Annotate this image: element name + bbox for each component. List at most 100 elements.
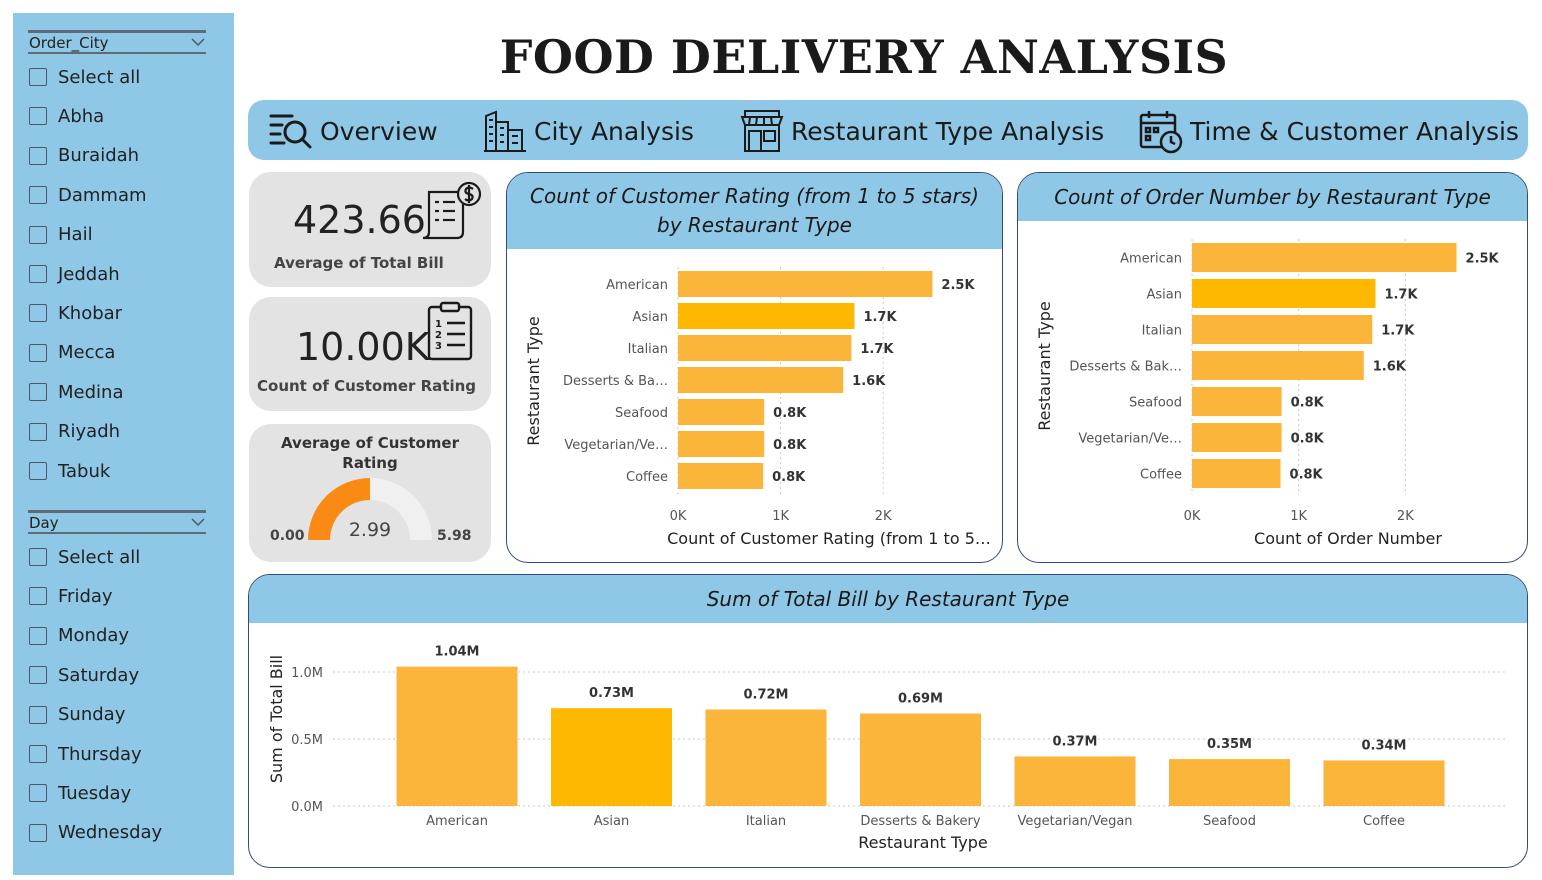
category-label: American <box>606 278 668 293</box>
checkbox[interactable] <box>29 422 47 441</box>
checkbox[interactable] <box>29 587 47 606</box>
nav-restaurant-type-analysis[interactable]: Restaurant Type Analysis <box>739 108 1104 154</box>
day-slicer-item-monday[interactable]: Monday <box>29 624 129 648</box>
bar-desserts-bak[interactable] <box>1192 351 1364 380</box>
checkbox[interactable] <box>29 383 47 402</box>
bar-vegetarian-vegan[interactable] <box>1014 756 1136 806</box>
bar-asian[interactable] <box>551 708 672 806</box>
bar-italian[interactable] <box>1192 315 1373 344</box>
data-label: 0.35M <box>1207 737 1252 752</box>
y-tick-label: 0.0M <box>291 800 323 815</box>
search-list-icon <box>269 114 312 149</box>
day-slicer-item-saturday[interactable]: Saturday <box>29 663 139 687</box>
bar-desserts-bakery[interactable] <box>860 713 981 806</box>
city-buildings-icon <box>484 110 526 152</box>
city-slicer-item-dammam[interactable]: Dammam <box>29 183 147 207</box>
data-label: 0.8K <box>1291 432 1325 447</box>
chart-order-number-title: Count of Order Number by Restaurant Type <box>1018 173 1527 221</box>
city-slicer-item-khobar[interactable]: Khobar <box>29 301 122 325</box>
bar-coffee[interactable] <box>1323 760 1445 806</box>
dashboard-title: FOOD DELIVERY ANALYSIS <box>499 30 1229 84</box>
city-slicer-item-tabuk[interactable]: Tabuk <box>29 459 110 483</box>
bar-italian[interactable] <box>705 709 827 806</box>
city-slicer-header[interactable]: Order_City <box>28 30 206 54</box>
checkbox[interactable] <box>29 823 47 842</box>
bar-vegetarian-ve[interactable] <box>678 431 765 457</box>
kpi-average-total-bill-value: 423.66 <box>293 198 426 242</box>
checkbox[interactable] <box>29 265 47 283</box>
checkbox[interactable] <box>29 705 47 724</box>
city-slicer-item-label: Tabuk <box>58 460 111 482</box>
data-label: 1.7K <box>860 342 894 357</box>
clipboard-list-icon: 123 <box>427 301 473 361</box>
city-slicer-item-riyadh[interactable]: Riyadh <box>29 420 120 444</box>
y-tick-label: 0.5M <box>291 733 323 748</box>
bar-american[interactable] <box>678 271 933 297</box>
city-slicer-item-select-all[interactable]: Select all <box>29 65 140 89</box>
day-slicer-header[interactable]: Day <box>28 510 206 534</box>
checkbox[interactable] <box>29 146 47 165</box>
day-slicer-item-tuesday[interactable]: Tuesday <box>29 781 131 805</box>
checkbox[interactable] <box>29 626 47 645</box>
checkbox[interactable] <box>29 225 47 244</box>
category-label: Seafood <box>1203 814 1256 829</box>
bar-seafood[interactable] <box>1169 759 1290 806</box>
category-label: Vegetarian/Vegan <box>1017 814 1132 829</box>
kpi-average-customer-rating: Average of Customer Rating 2.99 0.00 5.9… <box>249 424 491 562</box>
day-slicer-item-thursday[interactable]: Thursday <box>29 742 142 766</box>
bar-seafood[interactable] <box>1192 387 1282 416</box>
category-label: Coffee <box>1363 814 1405 829</box>
day-slicer-item-sunday[interactable]: Sunday <box>29 703 125 727</box>
y-axis-title: Sum of Total Bill <box>267 655 286 783</box>
nav-overview[interactable]: Overview <box>268 108 438 154</box>
bar-american[interactable] <box>1192 243 1457 272</box>
category-label: Seafood <box>1129 396 1182 411</box>
day-slicer-item-friday[interactable]: Friday <box>29 584 113 608</box>
city-slicer-title: Order_City <box>29 34 109 52</box>
city-slicer-item-mecca[interactable]: Mecca <box>29 341 115 365</box>
city-slicer-item-label: Abha <box>58 105 105 127</box>
bar-coffee[interactable] <box>678 463 764 489</box>
city-slicer-item-buraidah[interactable]: Buraidah <box>29 144 139 168</box>
nav-city-analysis[interactable]: City Analysis <box>482 108 694 154</box>
gauge-title: Average of Customer Rating <box>280 434 460 472</box>
checkbox[interactable] <box>29 548 47 566</box>
checkbox[interactable] <box>29 784 47 803</box>
data-label: 0.8K <box>773 406 807 421</box>
bar-asian[interactable] <box>1192 279 1376 308</box>
bar-italian[interactable] <box>678 335 852 361</box>
bar-american[interactable] <box>396 666 518 806</box>
city-slicer-item-label: Jeddah <box>58 263 120 285</box>
data-label: 1.6K <box>852 374 886 389</box>
category-label: Vegetarian/Ve… <box>1078 432 1182 447</box>
chart-order-number-plot: 0K 1K 2K American 2.5K Asian 1.7K Italian 1.7K De… <box>1035 239 1500 548</box>
chevron-down-icon[interactable] <box>191 516 205 528</box>
day-slicer-item-label: Thursday <box>58 743 142 765</box>
bar-coffee[interactable] <box>1192 459 1281 488</box>
city-slicer-item-abha[interactable]: Abha <box>29 104 104 128</box>
y-tick-label: 1.0M <box>291 666 323 681</box>
day-slicer-item-select-all[interactable]: Select all <box>29 545 140 569</box>
city-slicer-item-jeddah[interactable]: Jeddah <box>29 262 120 286</box>
data-label: 0.37M <box>1052 734 1097 749</box>
chevron-down-icon[interactable] <box>191 36 205 48</box>
day-slicer-item-wednesday[interactable]: Wednesday <box>29 821 162 845</box>
data-label: 0.72M <box>743 688 788 703</box>
checkbox[interactable] <box>29 107 47 126</box>
checkbox[interactable] <box>29 745 47 763</box>
city-slicer-item-medina[interactable]: Medina <box>29 380 123 404</box>
bar-vegetarian-ve[interactable] <box>1192 423 1282 452</box>
checkbox[interactable] <box>29 462 47 480</box>
bar-desserts-ba[interactable] <box>678 367 844 393</box>
checkbox[interactable] <box>29 666 47 685</box>
nav-time-customer-analysis[interactable]: Time & Customer Analysis <box>1138 108 1519 154</box>
city-slicer-item-hail[interactable]: Hail <box>29 223 93 247</box>
x-tick-label: 0K <box>670 509 687 524</box>
checkbox[interactable] <box>29 186 47 205</box>
checkbox[interactable] <box>29 304 47 323</box>
bar-seafood[interactable] <box>678 399 765 425</box>
checkbox[interactable] <box>29 68 47 86</box>
bar-asian[interactable] <box>678 303 855 329</box>
checkbox[interactable] <box>29 343 47 362</box>
